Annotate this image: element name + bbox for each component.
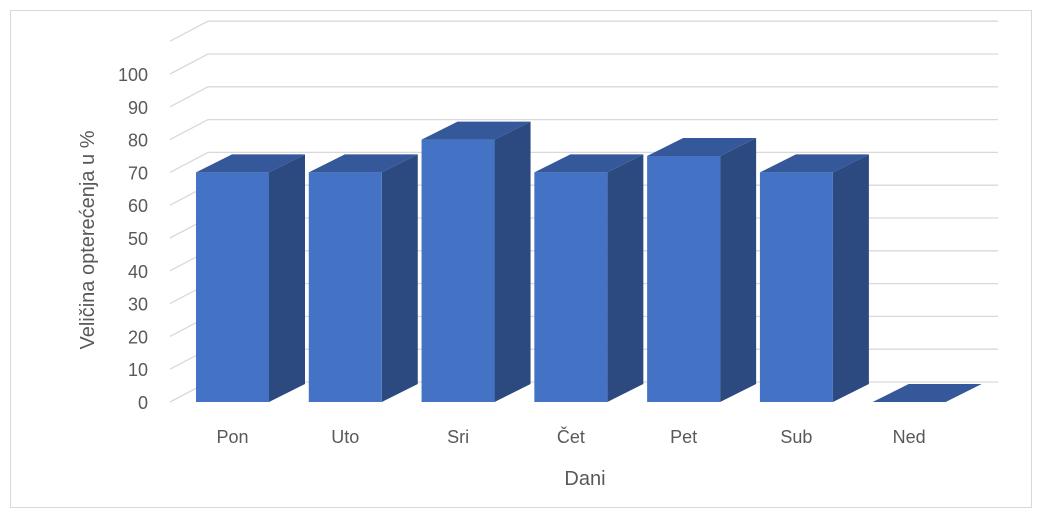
bar <box>421 121 531 402</box>
gridline <box>169 118 998 141</box>
bar-front <box>534 172 608 402</box>
y-tick-label: 40 <box>128 262 148 282</box>
gridline <box>169 20 998 42</box>
bar-top <box>872 384 982 402</box>
bar-top <box>647 138 757 156</box>
bar-side <box>269 154 305 402</box>
y-tick-label: 0 <box>138 393 148 413</box>
x-tick-label: Pet <box>670 427 697 447</box>
bar-side <box>494 121 531 402</box>
bar-front <box>647 156 721 402</box>
bar-front <box>196 172 269 402</box>
bar-front <box>308 172 382 402</box>
y-tick-label: 20 <box>128 327 148 347</box>
y-tick-label: 60 <box>128 196 148 216</box>
bar-top <box>308 154 418 173</box>
bar-front <box>421 139 495 402</box>
x-tick-label: Sub <box>780 427 812 447</box>
x-tick-label: Sri <box>447 427 469 447</box>
y-tick-label: 100 <box>118 65 148 85</box>
x-tick-label: Čet <box>557 426 585 447</box>
bar <box>872 384 982 402</box>
y-tick-label: 90 <box>128 98 148 118</box>
bar <box>308 154 418 402</box>
y-tick-label: 30 <box>128 295 148 315</box>
y-tick-label: 50 <box>128 229 148 249</box>
bar-top <box>534 154 644 173</box>
bar-side <box>832 154 869 402</box>
bar-side <box>607 154 644 402</box>
bars <box>196 121 982 402</box>
bar-top <box>759 154 869 173</box>
bar-top <box>196 154 305 173</box>
y-tick-label: 70 <box>128 163 148 183</box>
x-axis-title: Dani <box>564 468 605 490</box>
x-tick-label: Ned <box>893 427 926 447</box>
bar <box>534 154 644 402</box>
bar <box>759 154 869 402</box>
y-axis-title: Veličina opterećenja u % <box>77 130 99 349</box>
bar-side <box>381 154 418 402</box>
gridline <box>169 86 998 108</box>
y-axis-ticks: 0 10 20 30 40 50 60 70 80 90 100 <box>118 65 148 413</box>
bar <box>196 154 305 402</box>
x-tick-label: Pon <box>216 427 248 447</box>
bar-side <box>720 138 757 402</box>
bar-top <box>421 121 531 140</box>
bar-front <box>759 172 833 402</box>
x-tick-label: Uto <box>331 427 359 447</box>
y-tick-label: 10 <box>128 360 148 380</box>
bar <box>647 138 757 402</box>
x-axis-ticks: Pon Uto Sri Čet Pet Sub Ned <box>216 426 925 447</box>
gridline <box>169 53 998 75</box>
y-tick-label: 80 <box>128 131 148 151</box>
